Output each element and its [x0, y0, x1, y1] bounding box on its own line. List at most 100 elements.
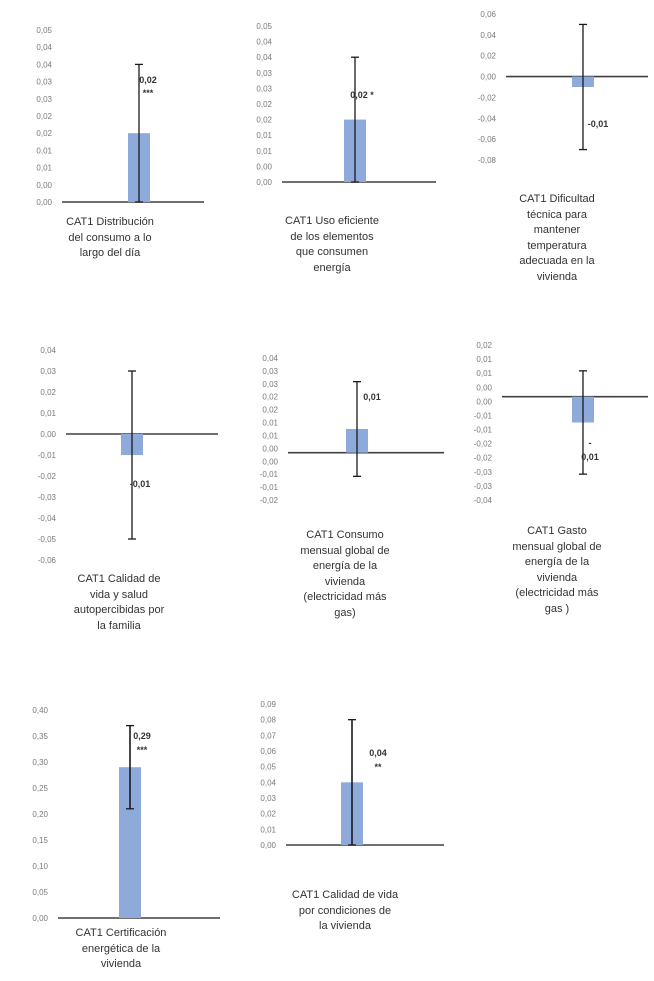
y-tick-label: -0,04: [474, 496, 493, 505]
data-label: 0,29: [133, 731, 151, 741]
chart-panel: 0,02 0,01 0,01 0,00 0,00 -0,01 -0,01 -0,02 -0,02…: [460, 340, 654, 660]
y-tick-label: 0,03: [36, 95, 52, 104]
y-tick-label: -0,04: [38, 514, 57, 523]
y-tick-label: 0,04: [36, 43, 52, 52]
bar: [119, 767, 141, 918]
chart-panel: 0,09 0,08 0,07 0,06 0,05 0,04 0,03 0,02 0,01 0,00…: [240, 700, 450, 960]
y-tick-label: 0,00: [480, 73, 496, 82]
category-label: CAT1 Calidad de vida y salud autopercibi…: [73, 573, 165, 632]
data-label: -0,01: [588, 119, 609, 129]
significance-label: **: [374, 762, 382, 772]
y-tick-label: 0,05: [32, 888, 48, 897]
y-tick-label: 0,01: [262, 431, 278, 440]
y-tick-label: 0,40: [32, 706, 48, 715]
y-tick-label: 0,03: [260, 794, 276, 803]
y-tick-label: 0,03: [36, 78, 52, 87]
y-tick-label: 0,04: [256, 38, 272, 47]
chart-svg: 0,09 0,08 0,07 0,06 0,05 0,04 0,03 0,02 0,01 0,00…: [260, 700, 444, 850]
y-tick-label: -0,04: [478, 114, 497, 123]
y-tick-label: 0,00: [262, 444, 278, 453]
category-label: CAT1 Dificultad técnica para mantener te…: [519, 193, 595, 283]
chart-svg: 0,06 0,04 0,02 0,00 -0,02 -0,04 -0,06 -0,08 -0,0…: [478, 10, 648, 165]
data-label: 0,02 *: [350, 90, 374, 100]
y-tick-label: 0,01: [256, 131, 272, 140]
y-tick-label: 0,03: [262, 367, 278, 376]
y-tick-label: 0,25: [32, 784, 48, 793]
y-tick-label: 0,00: [36, 181, 52, 190]
y-tick-label: 0,01: [40, 409, 56, 418]
y-tick-label: 0,00: [256, 162, 272, 171]
y-tick-label: 0,03: [256, 69, 272, 78]
y-tick-label: 0,02: [256, 100, 272, 109]
y-tick-label: 0,05: [36, 26, 52, 35]
y-tick-label: 0,02: [40, 388, 56, 397]
chart-svg: 0,04 0,03 0,02 0,01 0,00 -0,01 -0,02 -0,03 -0,04…: [38, 346, 218, 565]
chart-panel: 0,05 0,04 0,04 0,03 0,03 0,02 0,02 0,01 0,01 0,00…: [222, 20, 442, 300]
category-label: CAT1 Uso eficiente de los elementos que …: [285, 215, 379, 274]
y-tick-label: 0,01: [476, 355, 492, 364]
y-tick-label: -0,03: [38, 493, 57, 502]
y-tick-label: 0,10: [32, 862, 48, 871]
category-label: CAT1 Gasto mensual global de energía de …: [512, 525, 602, 615]
category-label: CAT1 Distribución del consumo a lo largo…: [66, 216, 154, 260]
y-tick-label: 0,02: [36, 112, 52, 121]
chart-panel: 0,06 0,04 0,02 0,00 -0,02 -0,04 -0,06 -0,08 -0,0…: [460, 10, 654, 320]
y-tick-label: 0,00: [256, 178, 272, 187]
y-tick-label: -0,08: [478, 156, 497, 165]
y-tick-label: 0,09: [260, 700, 276, 709]
chart-svg: 0,40 0,35 0,30 0,25 0,20 0,15 0,10 0,05 0,00 0,29…: [32, 706, 220, 923]
significance-label: ***: [137, 745, 148, 755]
y-tick-label: -0,02: [478, 93, 497, 102]
chart-panel: 0,05 0,04 0,04 0,03 0,03 0,02 0,02 0,01 0,01 0,00…: [10, 20, 210, 280]
y-tick-label: 0,03: [256, 84, 272, 93]
y-tick-label: 0,03: [262, 380, 278, 389]
y-tick-label: 0,04: [36, 60, 52, 69]
y-tick-label: 0,04: [480, 31, 496, 40]
y-tick-label: 0,05: [260, 763, 276, 772]
y-tick-label: 0,20: [32, 810, 48, 819]
y-tick-label: 0,00: [40, 430, 56, 439]
y-tick-label: 0,06: [480, 10, 496, 19]
y-tick-label: 0,03: [40, 367, 56, 376]
y-tick-label: -0,03: [474, 482, 493, 491]
y-tick-label: 0,02: [256, 116, 272, 125]
y-tick-label: 0,01: [36, 146, 52, 155]
y-tick-label: 0,02: [480, 52, 496, 61]
y-tick-label: 0,15: [32, 836, 48, 845]
data-label: 0,04: [369, 748, 387, 758]
y-tick-label: 0,04: [40, 346, 56, 355]
chart-svg: 0,05 0,04 0,04 0,03 0,03 0,02 0,02 0,01 0,01 0,00…: [36, 26, 204, 207]
y-tick-label: 0,01: [256, 147, 272, 156]
chart-svg: 0,020,010,010,000,00-0,01-0,01-0,02-0,02…: [474, 341, 648, 505]
data-label: 0,02: [139, 75, 157, 85]
y-tick-label: 0,01: [262, 419, 278, 428]
significance-label: ***: [143, 88, 154, 98]
y-tick-label: -0,03: [474, 468, 493, 477]
y-tick-label: -0,06: [38, 556, 57, 565]
y-tick-label: 0,00: [32, 914, 48, 923]
y-tick-label: -0,02: [474, 454, 493, 463]
y-tick-label: 0,07: [260, 731, 276, 740]
y-tick-label: -0,06: [478, 135, 497, 144]
y-tick-label: -0,01: [474, 411, 493, 420]
y-tick-label: 0,02: [260, 810, 276, 819]
chart-panel: 0,40 0,35 0,30 0,25 0,20 0,15 0,10 0,05 0,00 0,29…: [16, 700, 226, 981]
y-tick-label: -0,01: [474, 426, 493, 435]
y-tick-label: 0,01: [36, 164, 52, 173]
chart-svg: 0,05 0,04 0,04 0,03 0,03 0,02 0,02 0,01 0,01 0,00…: [256, 22, 436, 187]
y-tick-label: 0,02: [262, 406, 278, 415]
y-tick-label: 0,01: [476, 369, 492, 378]
y-tick-label: 0,04: [262, 354, 278, 363]
y-tick-label: 0,00: [262, 457, 278, 466]
chart-panel: 0,04 0,03 0,03 0,02 0,02 0,01 0,01 0,00 0,00 -0,0…: [240, 350, 450, 650]
y-tick-label: 0,01: [260, 825, 276, 834]
y-tick-label: 0,00: [476, 383, 492, 392]
y-tick-label: 0,02: [476, 341, 492, 350]
chart-svg: 0,04 0,03 0,03 0,02 0,02 0,01 0,01 0,00 0,00 -0,0…: [260, 354, 444, 505]
y-tick-label: 0,04: [256, 53, 272, 62]
y-tick-label: 0,35: [32, 732, 48, 741]
y-tick-label: 0,02: [262, 393, 278, 402]
category-label: CAT1 Certificación energética de la vivi…: [75, 927, 167, 971]
y-tick-label: 0,00: [36, 198, 52, 207]
